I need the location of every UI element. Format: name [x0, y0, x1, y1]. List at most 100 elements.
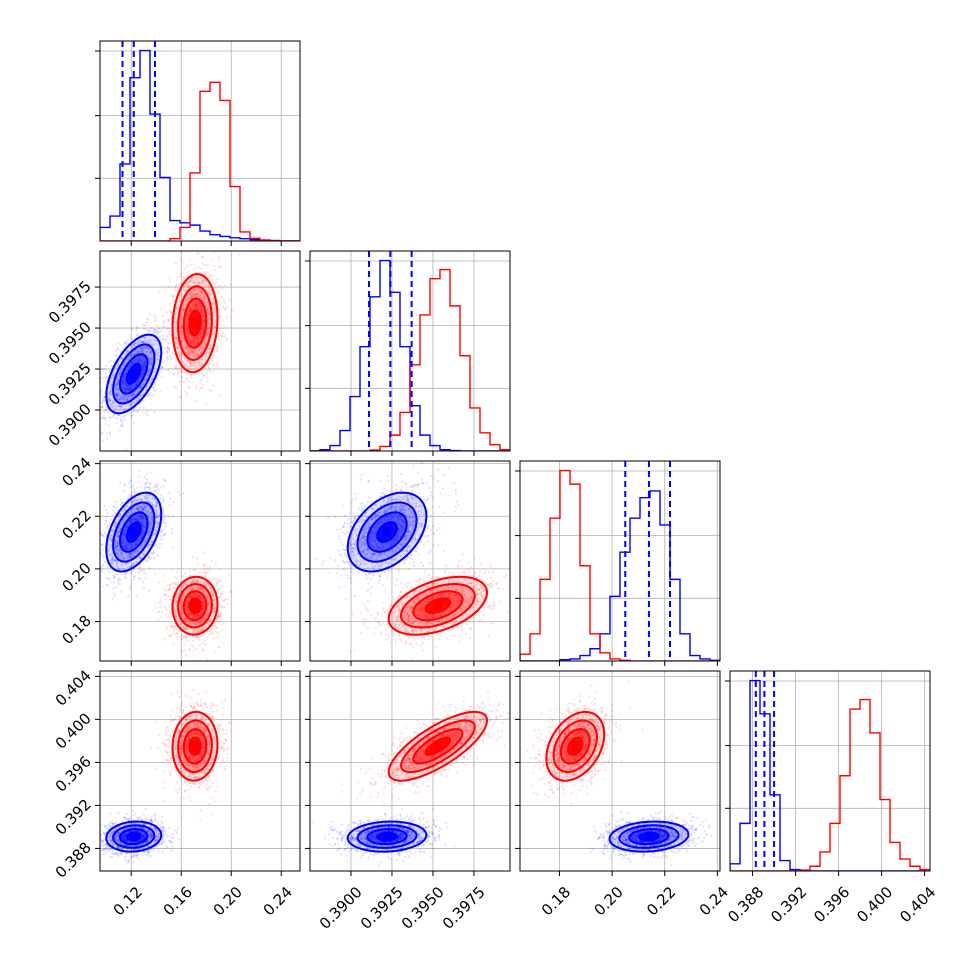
scatter-point	[140, 355, 143, 359]
scatter-point	[199, 309, 202, 312]
scatter-point	[116, 394, 119, 397]
scatter-point	[116, 393, 119, 396]
scatter-point	[156, 353, 159, 356]
scatter-point	[104, 409, 107, 412]
scatter-point	[195, 399, 198, 402]
scatter-point	[96, 405, 98, 407]
scatter-point	[157, 348, 160, 351]
scatter-point	[134, 384, 137, 387]
scatter-point	[175, 285, 178, 288]
scatter-point	[218, 284, 221, 287]
scatter-point	[103, 399, 106, 402]
scatter-point	[142, 372, 145, 375]
scatter-point	[179, 330, 182, 333]
scatter-point	[203, 642, 206, 645]
scatter-point	[174, 336, 177, 339]
scatter-point	[119, 418, 122, 421]
scatter-point	[117, 391, 120, 394]
scatter-point	[147, 347, 150, 350]
scatter-point	[166, 319, 169, 322]
scatter-point	[159, 367, 162, 371]
scatter-point	[181, 370, 184, 373]
scatter-point	[130, 344, 133, 348]
scatter-point	[199, 294, 202, 298]
scatter-point	[95, 561, 97, 563]
scatter-point	[123, 388, 126, 391]
scatter-point	[148, 483, 151, 486]
scatter-point	[202, 245, 204, 247]
scatter-point	[212, 362, 215, 365]
scatter-point	[208, 344, 211, 347]
scatter-point	[137, 358, 141, 361]
scatter-point	[140, 348, 143, 351]
scatter-point	[140, 349, 143, 352]
scatter-point	[147, 373, 150, 376]
scatter-point	[166, 346, 169, 349]
scatter-point	[207, 369, 210, 372]
scatter-point	[158, 354, 161, 358]
scatter-point	[114, 385, 117, 388]
scatter-point	[114, 392, 117, 396]
scatter-point	[207, 312, 211, 315]
scatter-point	[114, 354, 117, 357]
scatter-point	[192, 353, 195, 356]
scatter-point	[163, 516, 166, 519]
scatter-point	[95, 417, 97, 419]
scatter-point	[101, 415, 104, 419]
scatter-point	[122, 415, 125, 418]
scatter-point	[115, 573, 118, 576]
scatter-point	[124, 372, 127, 375]
scatter-point	[188, 569, 191, 572]
scatter-point	[149, 313, 152, 316]
scatter-point	[142, 384, 145, 387]
scatter-point	[103, 505, 106, 508]
scatter-point	[203, 271, 206, 274]
scatter-point	[174, 360, 178, 363]
scatter-point	[126, 351, 129, 354]
scatter-point	[158, 372, 161, 375]
scatter-point	[142, 406, 145, 409]
scatter-point	[105, 371, 108, 374]
scatter-point	[179, 283, 182, 287]
scatter-point	[136, 333, 139, 336]
scatter-point	[125, 350, 128, 353]
scatter-point	[188, 386, 191, 389]
scatter-point	[165, 311, 168, 314]
scatter-point	[129, 403, 132, 406]
scatter-point	[228, 298, 231, 301]
scatter-point	[143, 346, 146, 349]
scatter-point	[138, 475, 141, 478]
scatter-point	[183, 339, 186, 342]
scatter-point	[141, 373, 145, 376]
scatter-point	[143, 572, 146, 575]
scatter-point	[120, 424, 123, 427]
scatter-point	[178, 300, 181, 303]
scatter-point	[173, 316, 176, 319]
scatter-point	[143, 364, 146, 367]
scatter-point	[125, 396, 128, 399]
scatter-point	[101, 399, 104, 402]
scatter-point	[146, 486, 149, 489]
scatter-point	[105, 577, 108, 580]
scatter-point	[198, 339, 201, 342]
scatter-point	[179, 273, 182, 276]
scatter-point	[195, 244, 197, 246]
scatter-point	[129, 394, 132, 397]
scatter-point	[144, 388, 147, 392]
scatter-point	[139, 376, 142, 379]
scatter-point	[119, 350, 122, 353]
scatter-point	[119, 397, 122, 400]
scatter-point	[116, 378, 119, 381]
scatter-point	[183, 649, 186, 652]
scatter-point	[147, 358, 150, 361]
scatter-point	[113, 385, 117, 388]
scatter-point	[142, 399, 145, 402]
scatter-point	[116, 387, 119, 390]
scatter-point	[143, 366, 146, 369]
scatter-point	[101, 431, 104, 434]
scatter-point	[199, 311, 202, 314]
scatter-point	[109, 359, 113, 362]
scatter-point	[199, 311, 203, 315]
scatter-point	[110, 376, 113, 379]
scatter-point	[199, 382, 202, 385]
